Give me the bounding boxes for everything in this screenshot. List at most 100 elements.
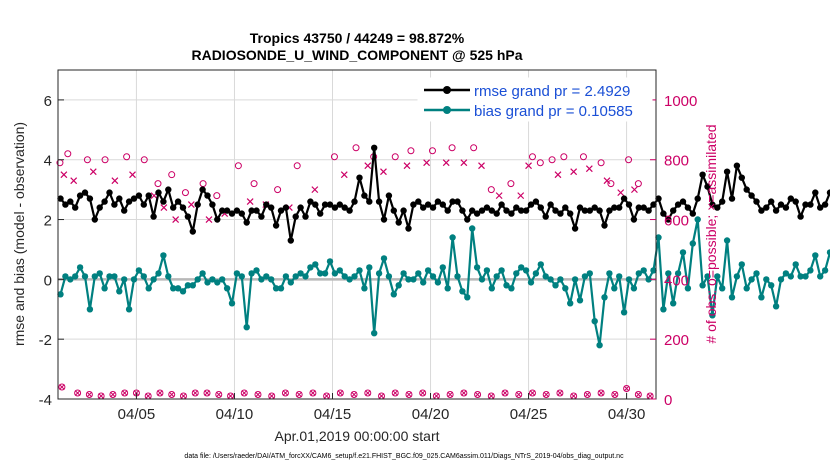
bias-point: [146, 285, 152, 291]
bias-point: [312, 261, 318, 267]
rmse-point: [440, 201, 446, 207]
rmse-point: [268, 204, 274, 210]
bias-point: [479, 276, 485, 282]
bias-point: [136, 267, 142, 273]
y-axis-label-left: rmse and bias (model - observation): [11, 122, 27, 346]
rmse-point: [185, 213, 191, 219]
bias-point: [165, 273, 171, 279]
bias-point: [528, 279, 534, 285]
rmse-point: [297, 204, 303, 210]
rmse-point: [744, 186, 750, 192]
rmse-point: [209, 201, 215, 207]
rmse-point: [106, 189, 112, 195]
rmse-point: [690, 210, 696, 216]
bias-point: [121, 276, 127, 282]
bias-point: [758, 294, 764, 300]
data-file-footer: data file: /Users/raeder/DAI/ATM_forcXX/…: [184, 453, 624, 460]
rmse-point: [376, 198, 382, 204]
bias-point: [562, 285, 568, 291]
rmse-point: [685, 204, 691, 210]
rmse-point: [141, 201, 147, 207]
bias-point: [435, 279, 441, 285]
legend-label-bias: bias grand pr = 0.10585: [474, 103, 633, 120]
bias-point: [410, 276, 416, 282]
rmse-point: [92, 216, 98, 222]
legend-marker-rmse: [443, 86, 451, 94]
bias-point: [420, 279, 426, 285]
rmse-point: [361, 192, 367, 198]
rmse-point: [239, 210, 245, 216]
bias-point: [778, 276, 784, 282]
rmse-point: [533, 198, 539, 204]
bias-point: [611, 285, 617, 291]
bias-point: [695, 216, 701, 222]
rmse-point: [729, 195, 735, 201]
bias-point: [587, 270, 593, 276]
rmse-point: [136, 192, 142, 198]
rmse-point: [175, 198, 181, 204]
rmse-point: [116, 195, 122, 201]
legend-label-rmse: rmse grand pr = 2.4929: [474, 83, 630, 100]
rmse-point: [822, 201, 828, 207]
bias-point: [557, 276, 563, 282]
rmse-point: [621, 195, 627, 201]
bias-point: [533, 270, 539, 276]
rmse-point: [645, 207, 651, 213]
rmse-point: [386, 192, 392, 198]
rmse-point: [793, 198, 799, 204]
bias-point: [601, 294, 607, 300]
bias-point: [195, 276, 201, 282]
bias-point: [268, 276, 274, 282]
bias-point: [592, 318, 598, 324]
bias-point: [244, 324, 250, 330]
bias-point: [734, 273, 740, 279]
rmse-point: [165, 186, 171, 192]
bias-point: [670, 300, 676, 306]
bias-point: [224, 285, 230, 291]
rmse-point: [121, 207, 127, 213]
bias-point: [552, 282, 558, 288]
bias-point: [621, 309, 627, 315]
bias-point: [724, 237, 730, 243]
rmse-point: [562, 204, 568, 210]
bias-point: [567, 300, 573, 306]
rmse-point: [543, 213, 549, 219]
rmse-point: [405, 225, 411, 231]
bias-point: [768, 282, 774, 288]
rmse-point: [371, 145, 377, 151]
x-tick-label: 04/25: [510, 406, 548, 423]
bias-point: [744, 285, 750, 291]
bias-point: [739, 261, 745, 267]
bias-point: [160, 252, 166, 258]
bias-point: [459, 288, 465, 294]
chart-title-line1: Tropics 43750 / 44249 = 98.872%: [250, 30, 465, 46]
bias-point: [807, 267, 813, 273]
rmse-point: [734, 163, 740, 169]
bias-point: [763, 276, 769, 282]
bias-point: [131, 276, 137, 282]
rmse-point: [430, 204, 436, 210]
rmse-point: [195, 201, 201, 207]
bias-point: [396, 282, 402, 288]
bias-point: [773, 303, 779, 309]
rmse-point: [695, 195, 701, 201]
rmse-point: [87, 195, 93, 201]
bias-point: [523, 267, 529, 273]
bias-point: [391, 291, 397, 297]
y-left-tick-label: 2: [44, 213, 52, 230]
y-right-tick-label: 0: [664, 392, 672, 409]
y-right-tick-label: 600: [664, 213, 689, 230]
bias-point: [788, 273, 794, 279]
rmse-point: [356, 175, 362, 181]
y-left-tick-label: -4: [39, 392, 52, 409]
rmse-point: [155, 189, 161, 195]
bias-point: [366, 264, 372, 270]
rmse-point: [366, 198, 372, 204]
bias-point: [513, 270, 519, 276]
bias-point: [430, 273, 436, 279]
bias-point: [719, 285, 725, 291]
rmse-point: [807, 201, 813, 207]
rmse-point: [596, 207, 602, 213]
y-right-tick-label: 1000: [664, 93, 697, 110]
